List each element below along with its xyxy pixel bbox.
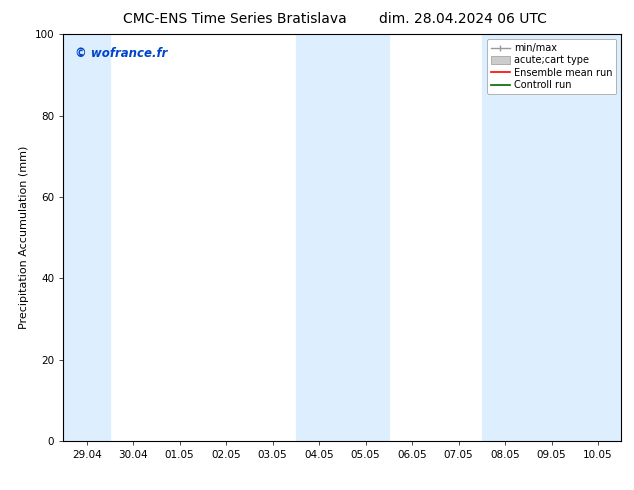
Bar bbox=[482, 34, 621, 441]
Bar bbox=[63, 34, 110, 441]
Legend: min/max, acute;cart type, Ensemble mean run, Controll run: min/max, acute;cart type, Ensemble mean … bbox=[487, 39, 616, 94]
Bar bbox=[296, 34, 389, 441]
Text: CMC-ENS Time Series Bratislava: CMC-ENS Time Series Bratislava bbox=[123, 12, 346, 26]
Text: © wofrance.fr: © wofrance.fr bbox=[75, 47, 167, 59]
Text: dim. 28.04.2024 06 UTC: dim. 28.04.2024 06 UTC bbox=[379, 12, 547, 26]
Y-axis label: Precipitation Accumulation (mm): Precipitation Accumulation (mm) bbox=[19, 146, 29, 329]
